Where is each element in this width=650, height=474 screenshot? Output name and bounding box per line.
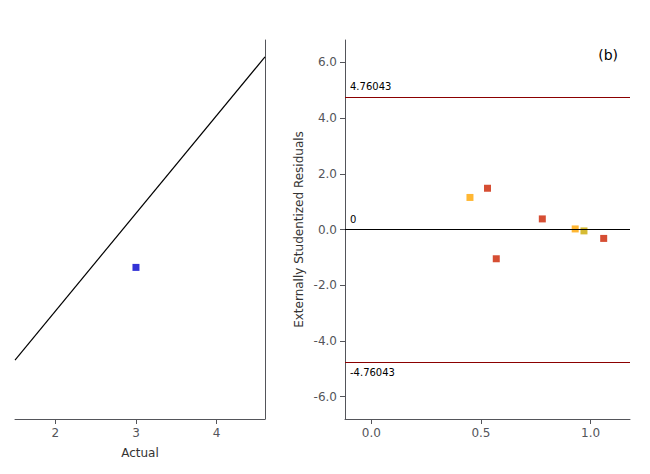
svg-text:4: 4 [213, 426, 221, 440]
svg-text:2.0: 2.0 [318, 167, 337, 181]
svg-text:Externally Studentized Residua: Externally Studentized Residuals [292, 131, 306, 328]
svg-text:Actual: Actual [121, 446, 159, 460]
svg-text:-4.0: -4.0 [314, 334, 337, 348]
svg-text:4.0: 4.0 [318, 111, 337, 125]
svg-text:-2.0: -2.0 [314, 278, 337, 292]
svg-text:0.5: 0.5 [471, 426, 490, 440]
svg-text:6.0: 6.0 [318, 55, 337, 69]
svg-text:0: 0 [350, 214, 356, 225]
svg-text:1.0: 1.0 [581, 426, 600, 440]
svg-text:2: 2 [52, 426, 60, 440]
svg-text:3: 3 [132, 426, 140, 440]
svg-text:0.0: 0.0 [318, 223, 337, 237]
svg-text:-4.76043: -4.76043 [350, 367, 395, 378]
svg-text:4.76043: 4.76043 [350, 81, 391, 92]
svg-text:(b): (b) [598, 47, 618, 63]
svg-text:0.0: 0.0 [362, 426, 381, 440]
svg-text:-6.0: -6.0 [314, 390, 337, 404]
